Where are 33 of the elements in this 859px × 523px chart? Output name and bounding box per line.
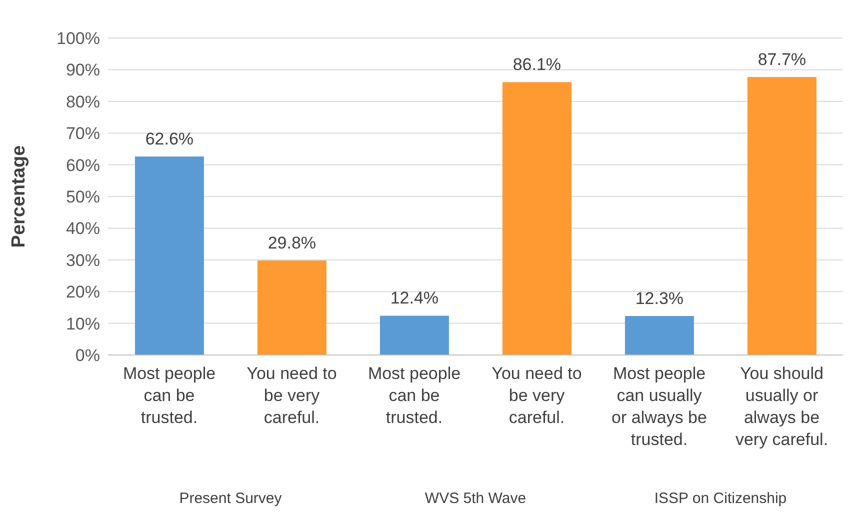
text: WVS 5th Wave: [424, 490, 526, 507]
bar: [502, 82, 572, 355]
data-label: 12.4%: [390, 288, 439, 308]
text: ISSP on Citizenship: [654, 490, 787, 507]
bar: [257, 260, 326, 355]
bar: [747, 76, 816, 355]
x-tick-label: You need to be very careful.: [492, 364, 582, 427]
y-tick-label: 20%: [66, 282, 100, 302]
y-tick-label: 40%: [66, 219, 100, 238]
text: Present Survey: [179, 490, 282, 507]
bar: [624, 316, 694, 355]
x-tick-label: Most people can usually or always be trusted.: [612, 364, 707, 449]
y-axis-title: Percentage: [8, 145, 30, 248]
x-tick-label: You should usually or always be very careful.: [735, 364, 828, 449]
x-tick-label: Most people can be trusted.: [368, 364, 461, 427]
y-tick-label: 10%: [66, 314, 100, 334]
data-label: 29.8%: [268, 234, 316, 253]
data-label: 86.1%: [512, 55, 562, 74]
y-tick-label: 80%: [66, 92, 100, 112]
y-tick-label: 50%: [66, 188, 100, 207]
y-tick-label: 0%: [75, 346, 100, 366]
y-tick-label: 70%: [66, 124, 100, 144]
y-tick-label: 60%: [66, 156, 100, 175]
data-label: 87.7%: [758, 50, 806, 69]
bar: [380, 316, 449, 355]
x-tick-label: Most people can be trusted.: [122, 364, 216, 427]
y-tick-label: 100%: [56, 29, 100, 48]
data-label: 12.3%: [635, 289, 684, 308]
bar: [134, 156, 204, 355]
x-tick-label: You need to be very careful.: [246, 364, 337, 427]
y-tick-label: 90%: [66, 60, 100, 80]
y-tick-label: 30%: [66, 250, 100, 270]
data-label: 62.6%: [145, 130, 194, 149]
